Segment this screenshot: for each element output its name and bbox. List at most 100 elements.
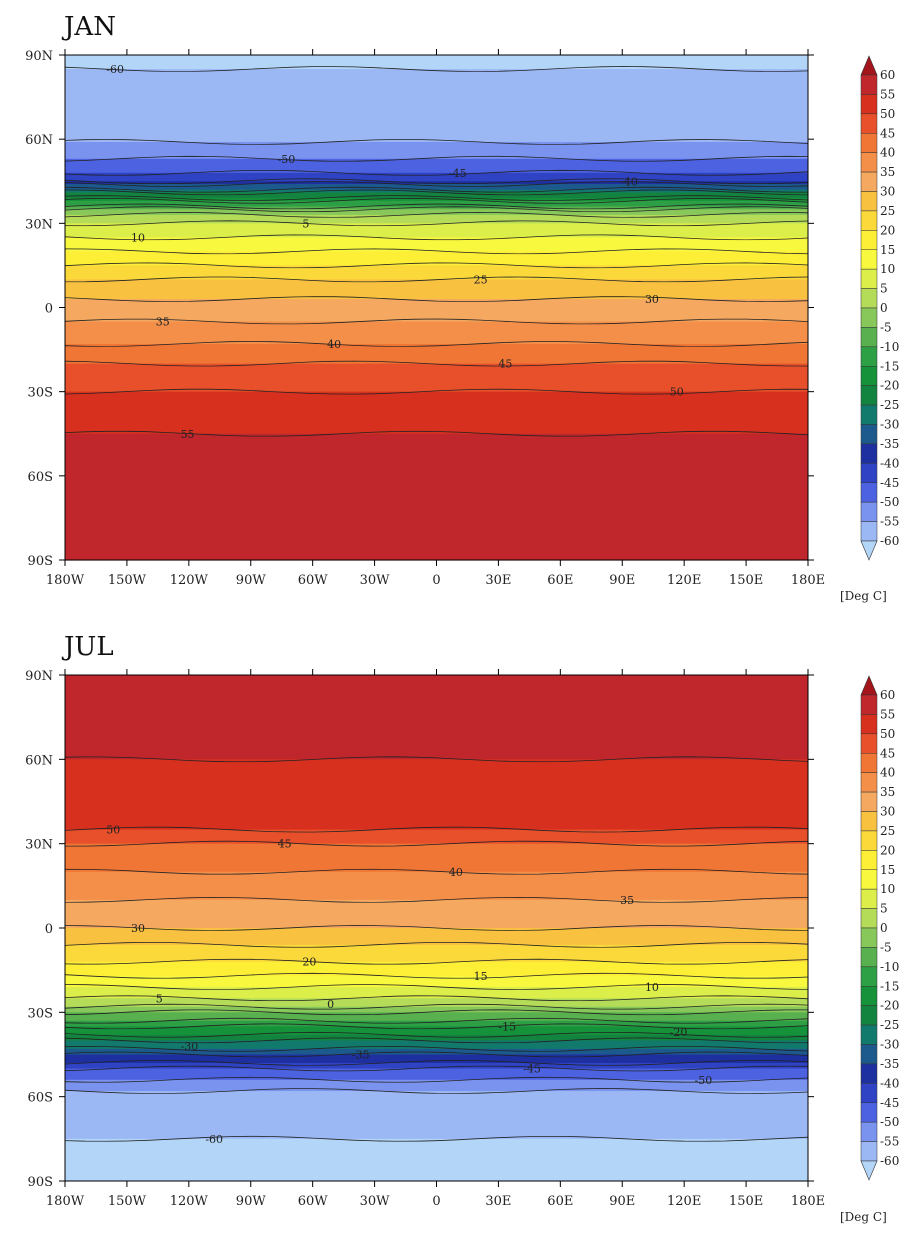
contour-label: 30 bbox=[131, 922, 145, 935]
contour-line bbox=[64, 1009, 808, 1016]
temperature-band bbox=[65, 1113, 808, 1117]
temperature-band bbox=[65, 487, 808, 491]
colorbar-tick-label: -50 bbox=[880, 495, 899, 509]
temperature-band bbox=[65, 930, 808, 935]
temperature-band bbox=[65, 1091, 808, 1095]
temperature-band bbox=[65, 790, 808, 794]
temperature-band bbox=[65, 913, 808, 918]
colorbar-tick-label: 45 bbox=[880, 746, 895, 760]
temperature-band bbox=[65, 725, 808, 730]
contour-label: 45 bbox=[498, 358, 512, 371]
temperature-band bbox=[65, 1023, 808, 1027]
colorbar-tick-label: -35 bbox=[880, 1057, 899, 1071]
contour-line bbox=[64, 296, 809, 303]
contour-line bbox=[64, 211, 809, 218]
temperature-band bbox=[65, 346, 808, 351]
contour-label: -40 bbox=[620, 175, 638, 188]
temperature-band bbox=[65, 228, 808, 233]
temperature-band bbox=[65, 355, 808, 359]
colorbar-tick-label: 35 bbox=[880, 785, 895, 799]
temperature-band bbox=[65, 829, 808, 834]
temperature-band bbox=[65, 400, 808, 404]
colorbar-swatch bbox=[860, 152, 878, 173]
contour-label: 0 bbox=[327, 998, 334, 1011]
contour-label: 40 bbox=[327, 338, 341, 351]
temperature-band bbox=[65, 770, 808, 774]
contour-label: 45 bbox=[278, 838, 292, 851]
temperature-band bbox=[65, 1119, 808, 1123]
temperature-band bbox=[65, 838, 808, 842]
colorbar-swatch bbox=[860, 1063, 878, 1084]
temperature-band bbox=[65, 1147, 808, 1151]
temperature-band bbox=[65, 428, 808, 432]
temperature-band bbox=[65, 854, 808, 859]
temperature-band bbox=[65, 122, 808, 126]
temperature-band bbox=[65, 807, 808, 811]
contour-label: -15 bbox=[498, 1020, 516, 1033]
temperature-band bbox=[65, 1175, 808, 1179]
contour-line bbox=[64, 941, 809, 948]
colorbar-tick-label: 20 bbox=[880, 843, 895, 857]
colorbar-swatch bbox=[860, 307, 878, 328]
contour-label: 25 bbox=[474, 273, 488, 286]
temperature-band bbox=[65, 220, 808, 224]
temperature-band bbox=[65, 1012, 808, 1016]
temperature-band bbox=[65, 995, 808, 999]
temperature-band bbox=[65, 257, 808, 261]
colorbar-swatch bbox=[860, 482, 878, 503]
temperature-band bbox=[65, 189, 808, 194]
colorbar-tick-label: 60 bbox=[880, 688, 895, 702]
colorbar-tick-label: -30 bbox=[880, 418, 899, 432]
y-tick-label: 60N bbox=[25, 133, 53, 148]
x-tick-label: 30W bbox=[360, 573, 391, 588]
temperature-band bbox=[65, 402, 808, 407]
temperature-band bbox=[65, 282, 808, 286]
contour-label: 50 bbox=[670, 386, 684, 399]
temperature-band bbox=[65, 203, 808, 208]
temperature-band bbox=[65, 456, 808, 460]
x-tick-label: 180E bbox=[791, 1194, 825, 1209]
x-tick-label: 120W bbox=[170, 1194, 209, 1209]
temperature-band bbox=[65, 1172, 808, 1176]
temperature-band bbox=[65, 675, 808, 679]
temperature-band bbox=[65, 293, 808, 297]
y-tick-label: 0 bbox=[45, 922, 53, 937]
contour-label: 5 bbox=[156, 992, 163, 1005]
contour-line bbox=[64, 896, 809, 903]
temperature-band bbox=[65, 748, 808, 752]
temperature-band bbox=[65, 860, 808, 864]
contour-line bbox=[64, 1003, 809, 1010]
colorbar-swatch bbox=[860, 191, 878, 212]
temperature-band bbox=[65, 251, 808, 255]
contour-line bbox=[64, 1059, 809, 1066]
contour-line bbox=[64, 1017, 809, 1024]
temperature-band bbox=[65, 271, 808, 275]
contour-label: -45 bbox=[449, 167, 467, 180]
temperature-band bbox=[65, 911, 808, 915]
colorbar-swatch bbox=[860, 811, 878, 832]
temperature-band bbox=[65, 537, 808, 541]
temperature-band bbox=[65, 809, 808, 814]
contour-line bbox=[64, 197, 809, 204]
temperature-band bbox=[65, 905, 808, 909]
temperature-band bbox=[65, 108, 808, 112]
temperature-band bbox=[65, 153, 808, 157]
temperature-band bbox=[65, 414, 808, 418]
temperature-band bbox=[65, 422, 808, 426]
contour-line bbox=[64, 984, 809, 990]
temperature-band bbox=[65, 324, 808, 328]
temperature-band bbox=[65, 1037, 808, 1042]
y-tick-label: 60N bbox=[25, 753, 53, 768]
contour-line bbox=[64, 1088, 809, 1094]
temperature-band bbox=[65, 520, 808, 525]
temperature-band bbox=[65, 478, 808, 483]
colorbar-tick-label: -10 bbox=[880, 960, 899, 974]
colorbar-swatch bbox=[860, 74, 878, 95]
temperature-band bbox=[65, 689, 808, 693]
contour-label: -30 bbox=[181, 1040, 199, 1053]
temperature-band bbox=[65, 548, 808, 553]
contour-line bbox=[64, 248, 809, 255]
temperature-band bbox=[65, 484, 808, 488]
colorbar-tick-label: -5 bbox=[880, 940, 892, 954]
temperature-band bbox=[65, 821, 808, 825]
